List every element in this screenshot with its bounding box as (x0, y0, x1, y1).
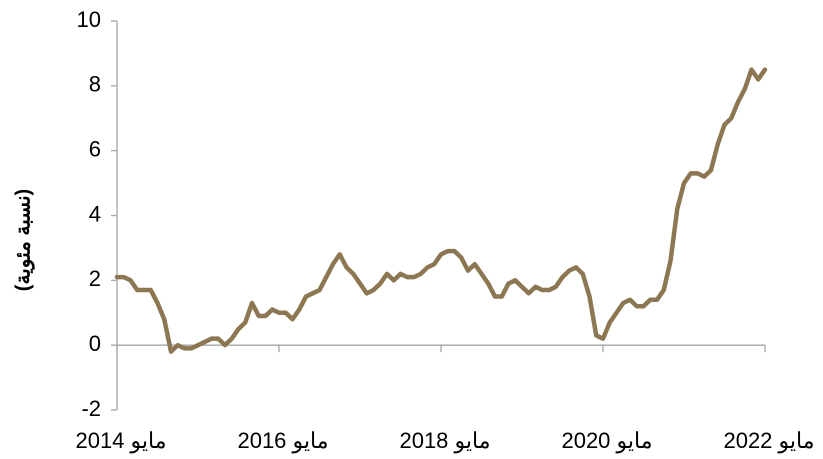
x-tick-label: مايو 2022 (723, 428, 814, 454)
line (114, 67, 768, 354)
y-tick-label: -2 (81, 396, 101, 421)
x-tick-label: مايو 2014 (75, 428, 166, 454)
y-tick-label: 2 (89, 266, 101, 291)
y-tick-label: 10 (77, 7, 101, 32)
y-tick-label: 4 (89, 201, 101, 226)
y-axis-label: (نسبة مئوية) (12, 189, 35, 291)
x-tick-label: مايو 2016 (237, 428, 328, 454)
y-tick-label: 6 (89, 136, 101, 161)
x-tick-label: مايو 2018 (399, 428, 490, 454)
y-tick-label: 0 (89, 331, 101, 356)
y-tick-label: 8 (89, 72, 101, 97)
x-tick-label: مايو 2020 (561, 428, 652, 454)
